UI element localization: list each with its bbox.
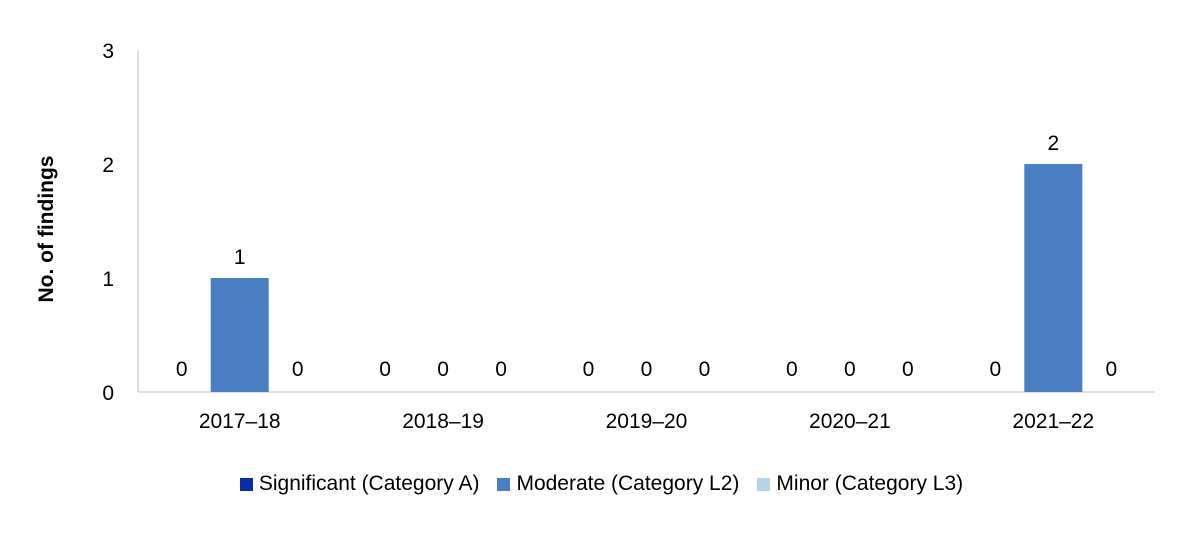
y-tick-label: 1 — [102, 268, 114, 291]
legend-label: Significant (Category A) — [258, 472, 480, 495]
data-label: 0 — [641, 358, 653, 381]
legend-label: Moderate (Category L2) — [516, 472, 740, 495]
data-label: 0 — [1105, 358, 1117, 381]
data-label: 0 — [176, 358, 188, 381]
data-label: 0 — [379, 358, 391, 381]
legend-swatch — [757, 477, 771, 491]
y-tick-label: 0 — [102, 382, 114, 405]
y-axis-title: No. of findings — [35, 156, 58, 303]
legend-item: Minor (Category L3) — [757, 472, 963, 496]
data-label: 0 — [583, 358, 595, 381]
legend: Significant (Category A) Moderate (Catego… — [0, 472, 1203, 496]
data-label: 0 — [786, 358, 798, 381]
x-tick-label: 2017–18 — [199, 410, 281, 433]
legend-swatch — [239, 477, 253, 491]
legend-label: Minor (Category L3) — [776, 472, 964, 495]
legend-swatch — [497, 477, 511, 491]
x-tick-label: 2019–20 — [606, 410, 688, 433]
bar — [210, 278, 269, 392]
data-label: 0 — [437, 358, 449, 381]
data-label: 0 — [495, 358, 507, 381]
data-label: 0 — [902, 358, 914, 381]
y-tick-label: 2 — [102, 154, 114, 177]
data-label: 0 — [292, 358, 304, 381]
x-tick-label: 2018–19 — [402, 410, 484, 433]
x-tick-label: 2021–22 — [1012, 410, 1094, 433]
data-label: 0 — [699, 358, 711, 381]
y-tick-label: 3 — [102, 40, 114, 63]
bar — [1024, 164, 1083, 392]
data-label: 1 — [234, 246, 246, 269]
data-label: 2 — [1047, 132, 1059, 155]
data-label: 0 — [844, 358, 856, 381]
legend-item: Significant (Category A) — [239, 472, 480, 496]
legend-item: Moderate (Category L2) — [497, 472, 739, 496]
data-label: 0 — [989, 358, 1001, 381]
bar-chart: No. of findings 0 1 2 3 2017–18 2018–19 2019–2… — [35, 40, 1155, 433]
x-tick-label: 2020–21 — [809, 410, 891, 433]
